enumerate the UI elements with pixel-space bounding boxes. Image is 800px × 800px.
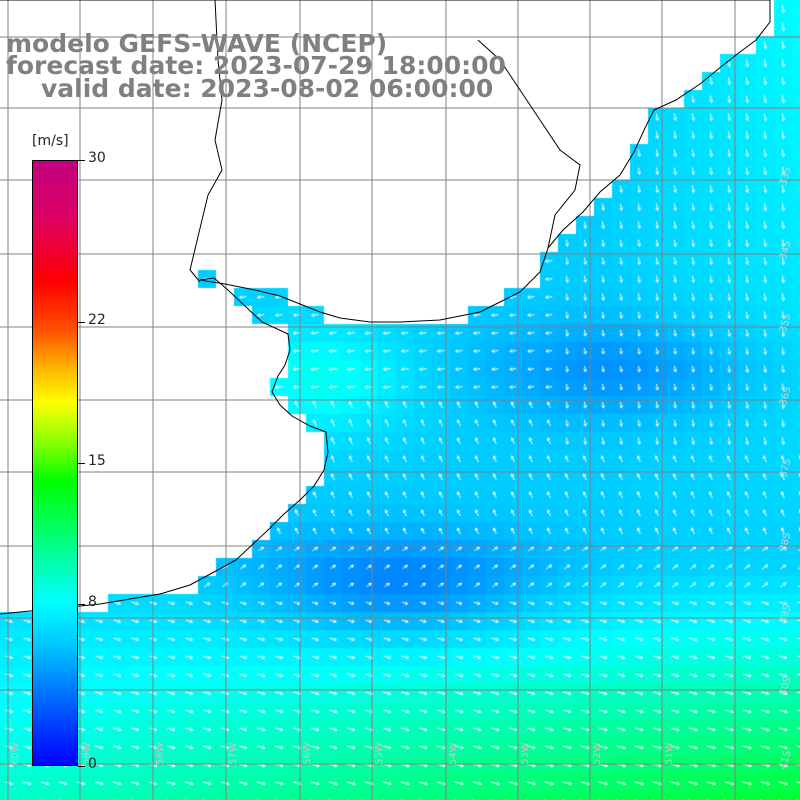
valid-date: valid date: 2023-08-02 06:00:00 xyxy=(41,74,494,103)
colorbar-tick-mark xyxy=(78,160,85,161)
longitude-label: 56W xyxy=(302,742,313,765)
colorbar-tick-label: 22 xyxy=(88,311,106,328)
coast-outline xyxy=(0,0,771,615)
colorbar xyxy=(32,160,78,766)
colorbar-tick-label: 0 xyxy=(88,756,97,772)
longitude-label: 52W xyxy=(592,742,603,765)
longitude-label: 58W xyxy=(155,742,166,765)
longitude-label: 53W xyxy=(520,742,531,765)
model-title: modelo GEFS-WAVE (NCEP) xyxy=(6,29,388,58)
coastline xyxy=(0,0,771,615)
colorbar-tick-mark xyxy=(78,766,85,767)
colorbar-tick-label: 30 xyxy=(88,150,106,166)
colorbar-tick-mark xyxy=(78,321,85,323)
forecast-date: forecast date: 2023-07-29 18:00:00 xyxy=(6,51,506,80)
border-line xyxy=(477,39,581,249)
colorbar-tick-label: 8 xyxy=(88,594,97,611)
colorbar-tick-mark xyxy=(78,463,85,464)
colorbar-unit: [m/s] xyxy=(32,133,69,149)
longitude-label: 55W xyxy=(374,742,385,765)
river-line xyxy=(189,0,223,283)
longitude-label: 51W xyxy=(664,742,675,765)
colorbar-tick-mark xyxy=(78,604,85,606)
longitude-label: 57W xyxy=(228,742,239,765)
colorbar-tick-label: 15 xyxy=(88,453,106,469)
longitude-label: 54W xyxy=(448,742,459,765)
longitude-label: 60W xyxy=(10,742,21,765)
